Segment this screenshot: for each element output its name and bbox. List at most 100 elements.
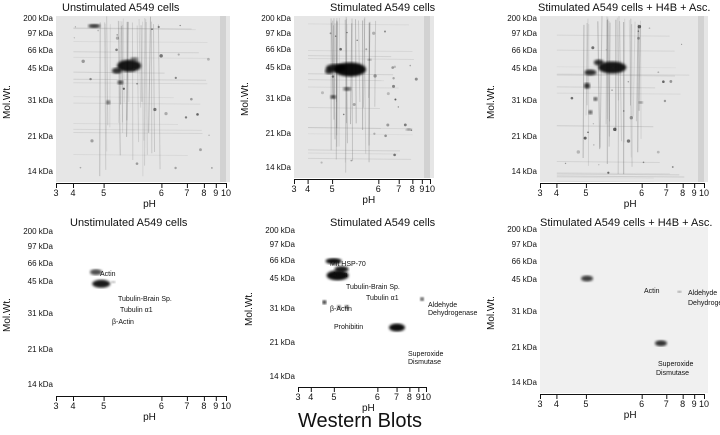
gel-background <box>56 16 230 182</box>
ph-axis-title: pH <box>143 412 156 423</box>
minor-spot <box>208 134 210 136</box>
panel-title: Unstimulated A549 cells <box>62 2 180 14</box>
gel-streak <box>608 22 611 147</box>
gel-streak <box>345 18 347 173</box>
ph-tick-label: 3 <box>537 188 543 198</box>
protein-annotation: Actin <box>100 271 116 278</box>
panel-title: Stimulated A549 cells <box>330 217 436 229</box>
mw-tick-label: 31 kDa <box>27 308 53 318</box>
minor-spot <box>393 65 396 69</box>
minor-spot <box>394 98 397 101</box>
minor-spot <box>662 80 665 84</box>
ph-tick-label: 5 <box>101 188 107 198</box>
mw-axis-title: Mol.Wt. <box>244 292 255 326</box>
gel-band <box>307 106 380 109</box>
ph-tick-label: 9 <box>691 399 697 409</box>
protein-annotation: Actin <box>332 272 348 279</box>
ph-tick-label: 6 <box>158 188 164 198</box>
gel-band <box>73 102 201 105</box>
ph-tick-label: 7 <box>394 392 400 402</box>
gel-band <box>307 79 385 82</box>
minor-spot <box>593 144 595 146</box>
ph-tick-label: 5 <box>583 188 589 198</box>
minor-spot <box>409 64 412 67</box>
ph-axis-title: pH <box>623 199 637 210</box>
mw-tick-label: 66 kDa <box>265 45 291 55</box>
protein-annotation: β-Actin <box>112 319 134 326</box>
mw-tick-label: 200 kDa <box>23 227 53 237</box>
mw-tick-label: 45 kDa <box>511 275 537 285</box>
minor-spot <box>373 132 376 135</box>
minor-spot <box>346 31 348 34</box>
blot-spot <box>111 281 116 284</box>
protein-annotation: Mit HSP-70 <box>330 261 366 268</box>
ph-tick-label: 7 <box>663 188 669 198</box>
gel-streak <box>136 25 140 143</box>
ph-tick-label: 10 <box>424 184 436 194</box>
ph-axis-title: pH <box>361 403 375 414</box>
gel-streak <box>628 20 632 158</box>
minor-spot <box>642 161 645 164</box>
figure-caption: Western Blots <box>297 410 423 432</box>
protein-annotation: Tubulin-Brain Sp. <box>118 296 172 303</box>
panel-title: Stimulated A549 cells + H4B + Asc. <box>538 2 711 14</box>
ph-tick-label: 6 <box>375 184 381 194</box>
minor-spot <box>598 164 600 166</box>
ph-tick-label: 7 <box>184 401 190 411</box>
gel-streak <box>140 25 143 102</box>
protein-annotation: Prohibitin <box>334 324 364 331</box>
panel-title: Unstimulated A549 cells <box>70 217 188 229</box>
minor-spot <box>397 106 400 108</box>
ph-tick-label: 7 <box>396 184 402 194</box>
gel-band <box>73 128 202 131</box>
gel-streak <box>152 24 156 153</box>
minor-spot <box>383 30 386 33</box>
minor-spot <box>90 139 94 143</box>
protein-spot <box>111 67 122 74</box>
protein-spot <box>584 69 597 76</box>
minor-spot <box>680 43 683 45</box>
gel-band <box>73 96 174 99</box>
minor-spot <box>570 96 574 100</box>
mw-tick-label: 97 kDa <box>511 240 537 250</box>
protein-annotation: Aldehyde <box>428 302 458 309</box>
gel-band <box>307 133 413 136</box>
protein-spot <box>638 101 643 104</box>
gel-image <box>56 16 230 182</box>
ph-tick-label: 4 <box>70 401 76 411</box>
ph-tick-label: 9 <box>213 401 219 411</box>
minor-spot <box>196 113 199 116</box>
mw-tick-label: 200 kDa <box>23 14 53 24</box>
mw-tick-label: 45 kDa <box>27 64 53 74</box>
minor-spot <box>626 139 631 143</box>
minor-spot <box>663 99 667 103</box>
minor-spot <box>350 159 353 162</box>
gel-band <box>556 74 676 77</box>
minor-spot <box>190 97 193 101</box>
minor-spot <box>153 107 157 112</box>
blot-spot <box>389 323 405 332</box>
spot-layer <box>540 227 708 393</box>
mw-tick-label: 66 kDa <box>27 45 53 55</box>
gel-streak <box>330 22 334 98</box>
gel-streak <box>117 20 121 156</box>
protein-spot <box>593 97 598 101</box>
ph-axis <box>56 183 228 189</box>
blot-image <box>298 228 430 386</box>
gel-streak <box>106 16 109 126</box>
ph-tick-label: 4 <box>553 188 559 198</box>
mw-tick-label: 200 kDa <box>261 14 291 24</box>
mw-tick-label: 45 kDa <box>269 273 295 283</box>
protein-annotation: Superoxide <box>658 361 694 368</box>
minor-spot <box>403 123 407 127</box>
gel-image <box>540 16 708 182</box>
gel-streak <box>623 18 626 143</box>
minor-spot <box>89 77 92 81</box>
ph-axis <box>294 179 432 185</box>
blot-spot <box>325 258 342 265</box>
mw-axis-title: Mol.Wt. <box>486 85 497 119</box>
ph-axis <box>540 394 706 400</box>
gel-band <box>73 78 207 81</box>
gel-streak <box>121 21 123 123</box>
ph-tick-label: 4 <box>70 188 76 198</box>
